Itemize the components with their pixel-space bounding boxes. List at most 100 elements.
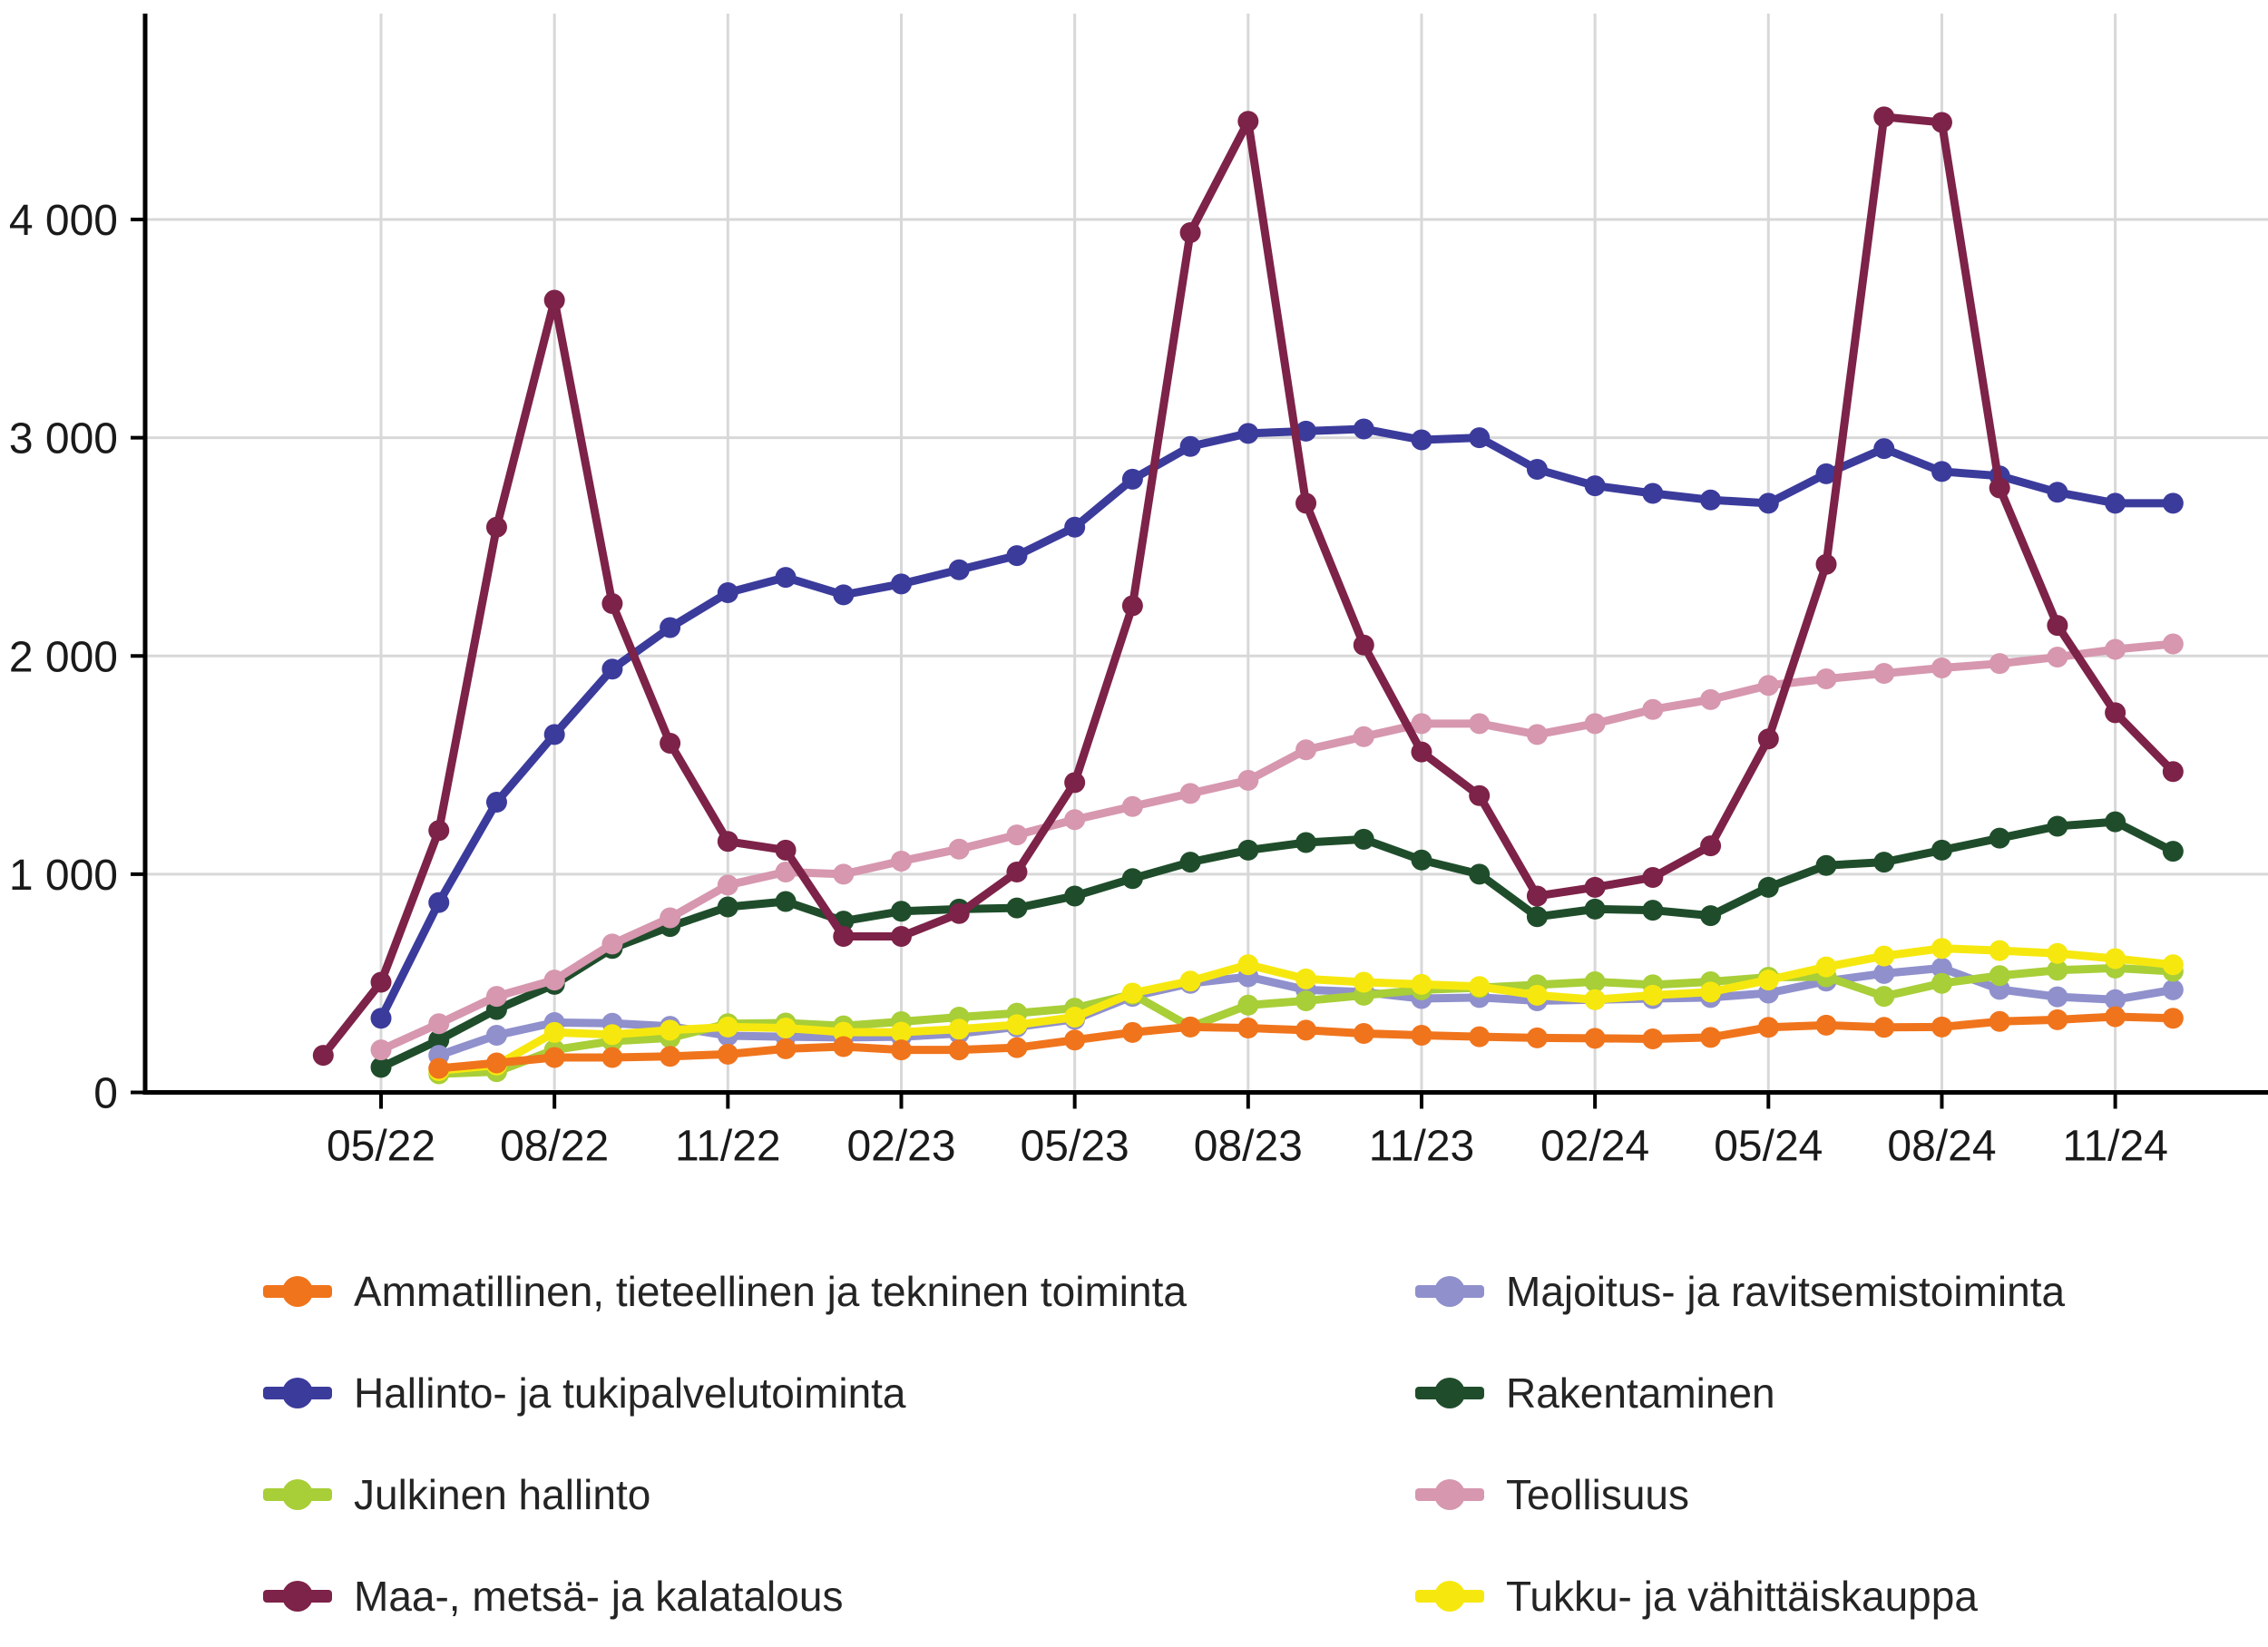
series-point-rakentaminen [1064, 885, 1086, 907]
legend-marker-icon [1415, 1375, 1484, 1411]
series-point-maa_metsa [1179, 221, 1201, 243]
series-point-hallinto [775, 567, 797, 589]
series-point-teollisuus [948, 838, 970, 860]
series-point-ammatillinen [1989, 1010, 2010, 1032]
chart-legend: Ammatillinen, tieteellinen ja tekninen t… [263, 1241, 2195, 1647]
series-point-ammatillinen [1237, 1018, 1259, 1039]
series-point-teollisuus [1411, 713, 1432, 735]
series-point-teollisuus [543, 970, 565, 991]
series-point-ammatillinen [833, 1036, 855, 1057]
series-point-ammatillinen [660, 1046, 681, 1067]
legend-label: Teollisuus [1506, 1471, 1689, 1518]
y-axis-tick-label: 0 [93, 1070, 118, 1118]
series-point-tukku [1411, 973, 1432, 995]
series-point-ammatillinen [1873, 1017, 1895, 1038]
series-point-ammatillinen [2105, 1006, 2126, 1028]
series-point-maa_metsa [485, 516, 507, 538]
series-point-teollisuus [1873, 663, 1895, 685]
series-point-maa_metsa [2047, 615, 2068, 637]
series-point-ammatillinen [428, 1057, 450, 1079]
series-point-tukku [2162, 954, 2184, 976]
x-axis-tick-label: 05/24 [1714, 1123, 1823, 1171]
series-point-rakentaminen [1295, 832, 1317, 853]
legend-marker-dot [282, 1479, 313, 1510]
series-point-teollisuus [370, 1039, 392, 1061]
series-point-julkinen [1584, 971, 1606, 993]
series-point-maa_metsa [370, 971, 392, 993]
series-point-teollisuus [717, 874, 738, 896]
series-point-maa_metsa [1642, 866, 1664, 888]
legend-marker-dot [282, 1581, 313, 1612]
series-point-rakentaminen [2162, 841, 2184, 862]
series-point-hallinto [948, 559, 970, 580]
series-point-rakentaminen [1179, 852, 1201, 873]
x-axis-tick-label: 11/23 [1369, 1123, 1475, 1171]
series-point-tukku [660, 1019, 681, 1041]
legend-item-majoitus: Majoitus- ja ravitsemistoiminta [1415, 1267, 2195, 1316]
legend-marker-icon [263, 1578, 332, 1614]
series-point-hallinto [428, 892, 450, 913]
series-point-hallinto [891, 573, 912, 595]
series-point-maa_metsa [428, 820, 450, 842]
series-point-maa_metsa [543, 289, 565, 311]
series-point-hallinto [543, 724, 565, 746]
series-point-majoitus [2162, 979, 2184, 1000]
series-point-teollisuus [1006, 824, 1028, 846]
series-point-hallinto [1931, 461, 1952, 482]
series-point-ammatillinen [948, 1039, 970, 1061]
y-axis-tick-label: 4 000 [9, 197, 118, 245]
series-point-teollisuus [891, 850, 912, 872]
series-point-tukku [1526, 984, 1548, 1006]
series-point-maa_metsa [1237, 111, 1259, 132]
series-point-tukku [717, 1016, 738, 1038]
series-point-hallinto [2105, 492, 2126, 514]
series-point-tukku [891, 1021, 912, 1043]
legend-label: Julkinen hallinto [354, 1471, 651, 1518]
legend-label: Maa-, metsä- ja kalatalous [354, 1573, 844, 1620]
y-axis-tick-label: 1 000 [9, 852, 118, 900]
legend-marker-icon [1415, 1578, 1484, 1614]
series-point-teollisuus [1757, 675, 1779, 697]
series-point-maa_metsa [1989, 477, 2010, 499]
legend-label: Rakentaminen [1506, 1369, 1775, 1417]
series-point-teollisuus [1642, 698, 1664, 720]
legend-item-teollisuus: Teollisuus [1415, 1470, 2195, 1519]
series-point-majoitus [485, 1024, 507, 1046]
series-point-maa_metsa [775, 839, 797, 861]
series-point-teollisuus [1815, 668, 1837, 690]
series-point-teollisuus [1469, 713, 1491, 735]
series-point-hallinto [1700, 489, 1722, 511]
series-point-teollisuus [1584, 713, 1606, 735]
series-point-tukku [1237, 954, 1259, 976]
series-point-maa_metsa [833, 925, 855, 947]
series-point-hallinto [1757, 492, 1779, 514]
legend-marker-dot [1434, 1479, 1465, 1510]
x-axis-tick-label: 05/23 [1021, 1123, 1129, 1171]
series-point-rakentaminen [1931, 839, 1952, 861]
series-point-teollisuus [2162, 633, 2184, 655]
series-point-majoitus [2105, 989, 2126, 1010]
series-point-hallinto [1006, 545, 1028, 567]
series-point-rakentaminen [370, 1057, 392, 1078]
series-point-majoitus [2047, 986, 2068, 1008]
series-point-teollisuus [428, 1013, 450, 1035]
series-point-hallinto [1411, 429, 1432, 451]
series-point-hallinto [1815, 463, 1837, 484]
series-point-hallinto [1295, 420, 1317, 442]
series-point-teollisuus [601, 933, 623, 955]
x-axis-tick-label: 08/23 [1194, 1123, 1303, 1171]
series-point-julkinen [1295, 989, 1317, 1011]
legend-item-tukku: Tukku- ja vähittäiskauppa [1415, 1572, 2195, 1621]
legend-item-ammatillinen: Ammatillinen, tieteellinen ja tekninen t… [263, 1267, 1415, 1316]
legend-marker-icon [263, 1476, 332, 1513]
legend-marker-icon [263, 1273, 332, 1310]
series-point-rakentaminen [428, 1029, 450, 1051]
legend-label: Ammatillinen, tieteellinen ja tekninen t… [354, 1268, 1187, 1315]
series-point-rakentaminen [1757, 876, 1779, 898]
series-point-ammatillinen [1584, 1028, 1606, 1049]
series-point-tukku [1815, 956, 1837, 978]
series-point-hallinto [1121, 468, 1143, 490]
series-point-hallinto [717, 581, 738, 603]
series-point-ammatillinen [891, 1039, 912, 1061]
